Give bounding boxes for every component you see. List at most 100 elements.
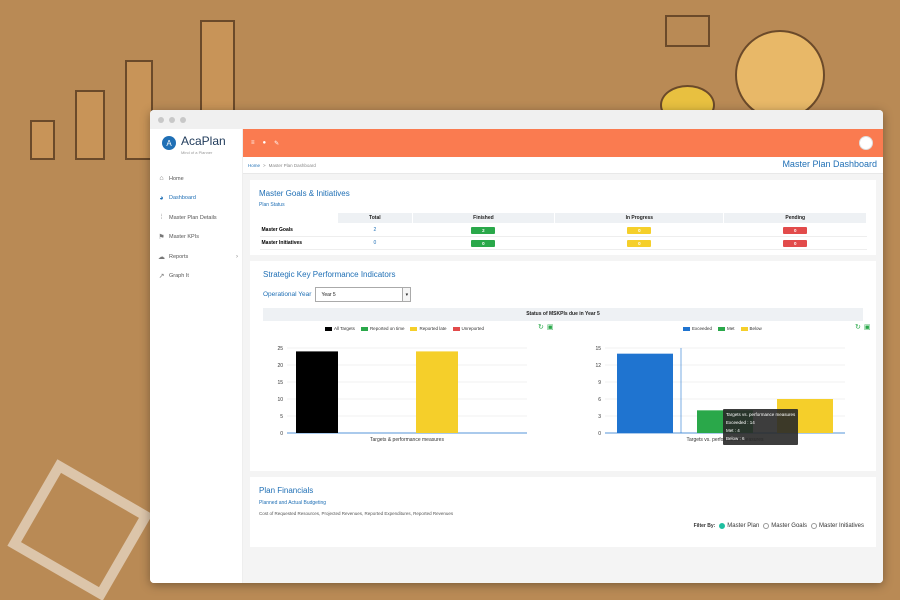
sidebar-item-label: Master KPIs [169, 234, 199, 241]
radio[interactable] [810, 523, 817, 529]
bar-exceeded[interactable] [617, 353, 673, 433]
filter-option-master-initiatives[interactable]: Master Initiatives [810, 523, 864, 529]
pencil-icon[interactable]: ✎ [274, 140, 280, 147]
hexagon-logo [7, 459, 153, 600]
brand-name: AcaPlan [181, 133, 226, 148]
legend-swatch [740, 326, 748, 331]
legend-item[interactable]: Reported on time [360, 326, 405, 331]
pie-illustration [735, 30, 825, 120]
legend-item[interactable]: Exceeded [683, 326, 712, 331]
chart-tooltip: Targets vs. performance measures Exceede… [723, 409, 799, 445]
filter-option-master-plan[interactable]: Master Plan [719, 523, 759, 529]
in-progress-badge[interactable]: 0 [627, 226, 652, 234]
excel-icon[interactable]: ▣ [546, 324, 554, 331]
top-bar: ≡ ● ✎ [243, 129, 883, 157]
legend-item[interactable]: Reported late [410, 326, 447, 331]
kpi-title: Strategic Key Performance Indicators [263, 270, 396, 279]
brand-tagline: Mind of a Planner [181, 149, 213, 155]
operational-year-select[interactable]: Year 5 ▾ [315, 287, 412, 302]
legend-item[interactable]: Met [718, 326, 735, 331]
pending-badge[interactable]: 0 [783, 226, 808, 234]
bell-icon[interactable]: ● [262, 140, 267, 146]
sidebar-item-master-kpis[interactable]: ⚑ Master KPIs [150, 228, 242, 248]
y-tick-label: 6 [598, 397, 601, 403]
tooltip-title: Targets vs. performance measures [726, 412, 796, 417]
table-header: Total Finished In Progress Pending [259, 212, 867, 224]
sidebar-item-label: Reports [169, 253, 189, 260]
y-tick-label: 15 [595, 346, 601, 352]
breadcrumb-current: Master Plan Dashboard [268, 162, 316, 168]
legend-swatch [683, 326, 690, 331]
y-tick-label: 5 [280, 414, 283, 420]
window-chrome [150, 110, 883, 129]
financials-description: Cost of Requested Resources, Projected R… [259, 511, 454, 516]
kpi-card: Strategic Key Performance Indicators Ope… [250, 261, 876, 471]
breadcrumb-home[interactable]: Home [248, 162, 261, 168]
row-label: Master Goals [259, 223, 338, 237]
financials-card: Plan Financials Planned and Actual Budge… [250, 477, 876, 547]
legend-swatch [410, 326, 418, 331]
legend-label: Below [749, 326, 762, 331]
table-row: Master Initiatives 0 0 0 0 [259, 236, 867, 250]
sidebar-item-reports[interactable]: ☁ Reports › [150, 247, 242, 267]
window-dot[interactable] [158, 116, 164, 123]
menu-icon[interactable]: ≡ [251, 140, 255, 146]
flag-icon: ⚑ [158, 234, 165, 242]
mail-illustration [665, 15, 710, 47]
financials-title: Plan Financials [259, 486, 314, 495]
home-icon: ⌂ [159, 175, 164, 183]
column-header: Finished [411, 212, 556, 224]
legend-item[interactable]: All Targets [325, 326, 355, 331]
y-tick-label: 25 [277, 346, 283, 352]
y-tick-label: 10 [277, 397, 283, 403]
legend-label: Met [727, 326, 735, 331]
finished-badge[interactable]: 0 [471, 239, 496, 247]
legend-item[interactable]: Unreported [452, 326, 485, 331]
legend-label: Reported on time [369, 326, 405, 331]
avatar[interactable] [859, 136, 873, 150]
refresh-icon[interactable]: ↻ [538, 324, 544, 331]
logo[interactable]: A AcaPlan Mind of a Planner [150, 129, 242, 157]
details-icon: ⦙ [160, 213, 163, 221]
finished-badge[interactable]: 2 [471, 226, 496, 234]
filter-option-label: Master Goals [771, 523, 807, 529]
radio[interactable] [763, 523, 770, 529]
total-link[interactable]: 0 [373, 240, 377, 246]
financials-subtitle: Planned and Actual Budgeting [259, 500, 326, 506]
excel-icon[interactable]: ▣ [863, 324, 871, 331]
pending-badge[interactable]: 0 [783, 239, 808, 247]
chart-tools: ↻ ▣ [538, 323, 554, 331]
chart-performance: 0 3 6 9 12 15 Targets vs. performance measures [595, 346, 845, 443]
legend-label: All Targets [334, 326, 355, 331]
goals-table: Total Finished In Progress Pending Maste… [259, 212, 867, 250]
legend-label: Reported late [419, 326, 447, 331]
sidebar-item-label: Dashboard [169, 195, 196, 202]
operational-year-row: Operational Year Year 5 ▾ [263, 287, 863, 302]
filter-option-master-goals[interactable]: Master Goals [763, 523, 807, 529]
legend-label: Unreported [461, 326, 485, 331]
refresh-icon[interactable]: ↻ [855, 324, 861, 331]
window-dot[interactable] [169, 116, 175, 123]
legend-item[interactable]: Below [740, 326, 762, 331]
radio-selected[interactable] [719, 523, 726, 529]
column-header: In Progress [554, 212, 725, 224]
status-title: Status of MSKPIs due in Year 5 [263, 308, 863, 321]
bar-all-targets[interactable] [296, 351, 338, 433]
sidebar-item-home[interactable]: ⌂ Home [150, 169, 242, 189]
sidebar: A AcaPlan Mind of a Planner ⌂ Home ◕ Das… [150, 129, 243, 583]
y-tick-label: 0 [280, 431, 283, 437]
window-dot[interactable] [180, 116, 186, 123]
y-tick-label: 15 [277, 380, 283, 386]
x-axis-label: Targets & performance measures [370, 437, 444, 443]
total-link[interactable]: 2 [373, 227, 377, 233]
in-progress-badge[interactable]: 0 [627, 239, 652, 247]
main-content: ≡ ● ✎ Home > Master Plan Dashboard Maste… [243, 129, 883, 583]
filter-group: Filter By: Master Plan Master Goals Mast… [694, 523, 864, 529]
goals-card: Master Goals & Initiatives Plan Status T… [250, 180, 876, 255]
bar-reported-late[interactable] [416, 351, 458, 433]
sidebar-item-master-plan-details[interactable]: ⦙ Master Plan Details [150, 208, 242, 228]
sidebar-item-graph-it[interactable]: ↗ Graph It [150, 267, 242, 287]
chart-legend: All Targets Reported on time Reported late… [325, 326, 484, 331]
sidebar-item-dashboard[interactable]: ◕ Dashboard [150, 189, 242, 209]
chart-icon: ↗ [158, 273, 165, 281]
